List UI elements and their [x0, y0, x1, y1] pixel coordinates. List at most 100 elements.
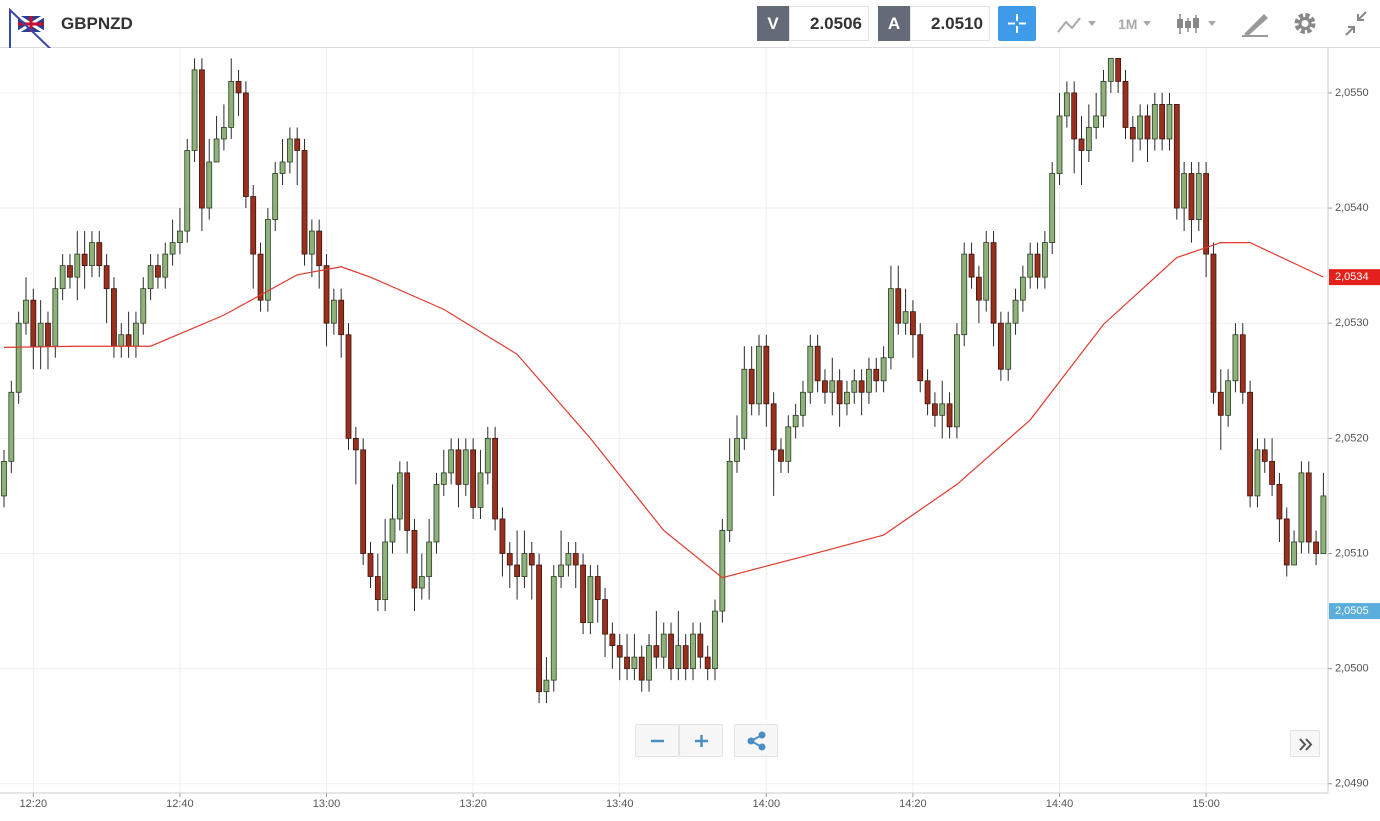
collapse-button[interactable] — [1340, 6, 1372, 41]
x-tick-label: 15:00 — [1192, 798, 1220, 810]
candle-body — [682, 645, 689, 670]
candle-body — [177, 230, 183, 243]
candle-body — [807, 345, 814, 393]
candle-body — [609, 633, 616, 647]
candle-body — [536, 564, 542, 693]
candle-body — [1107, 57, 1114, 82]
price-label-bg — [1329, 269, 1380, 286]
y-tick-label: 2,0520 — [1335, 432, 1369, 444]
draw-button[interactable] — [1238, 6, 1272, 41]
candle-body — [1093, 115, 1100, 128]
candle-body — [118, 334, 125, 347]
candle-body — [8, 391, 15, 462]
candle-body — [1144, 115, 1151, 140]
candle-body — [726, 460, 733, 531]
candle-body — [455, 449, 462, 485]
candle-body — [1129, 127, 1136, 140]
crosshair-button[interactable] — [998, 6, 1036, 41]
candle-body — [521, 553, 528, 577]
candle-body — [1203, 173, 1210, 255]
candle-body — [1166, 104, 1173, 140]
candle-body — [1247, 391, 1253, 497]
candle-body — [1019, 276, 1026, 301]
candle-body — [704, 656, 711, 670]
candle-body — [580, 564, 586, 623]
candle-body — [1063, 92, 1070, 117]
candle-body — [411, 530, 418, 589]
candle-body — [1283, 518, 1290, 566]
x-tick-label: 12:40 — [166, 798, 194, 810]
candle-body — [242, 92, 249, 197]
sell-price[interactable]: 2.0506 — [789, 6, 869, 41]
candle-body — [1151, 104, 1158, 140]
candle-body — [770, 403, 777, 451]
candle-body — [1210, 253, 1217, 393]
candle-body — [111, 288, 117, 347]
candle-body — [155, 265, 161, 278]
share-button[interactable] — [734, 724, 778, 757]
x-tick-label: 14:00 — [753, 798, 781, 810]
candle-body — [1188, 173, 1195, 220]
candle-body — [96, 242, 103, 267]
candle-body — [866, 368, 872, 393]
candle-body — [602, 599, 608, 635]
timeframe-caret[interactable] — [1140, 6, 1160, 41]
candle-body — [257, 253, 264, 301]
candle-body — [968, 253, 975, 278]
candle-body — [624, 656, 630, 670]
candle-body — [294, 138, 301, 151]
candle-body — [448, 449, 455, 474]
candle-body — [1232, 334, 1239, 382]
settings-button[interactable] — [1289, 6, 1321, 41]
candle-body — [983, 242, 990, 301]
candle-body — [961, 253, 968, 336]
candle-body — [360, 449, 367, 554]
candle-body — [572, 553, 579, 566]
candle-body — [199, 69, 205, 209]
candle-body — [162, 253, 169, 278]
candle-body — [1085, 127, 1092, 151]
candle-body — [374, 576, 381, 600]
sell-label[interactable]: V — [757, 6, 789, 41]
candle-body — [396, 472, 403, 520]
scroll-to-end-button[interactable] — [1290, 730, 1320, 757]
candle-body — [52, 288, 59, 347]
candle-body — [426, 541, 433, 577]
buy-label[interactable]: A — [878, 6, 910, 41]
timeframe[interactable]: 1M — [1118, 16, 1138, 32]
y-tick-label: 2,0540 — [1335, 202, 1369, 214]
candle-style-button[interactable] — [1170, 6, 1222, 41]
candle-body — [528, 553, 535, 566]
candle-body — [74, 253, 81, 278]
candle-body — [228, 80, 235, 128]
price-label-bg — [1329, 603, 1380, 620]
candle-body — [1005, 322, 1012, 370]
candle-body — [1239, 334, 1246, 393]
candle-body — [594, 576, 601, 600]
zoom-out-button[interactable] — [635, 724, 679, 757]
candle-body — [660, 633, 667, 658]
candle-body — [279, 161, 286, 174]
x-tick-label: 13:40 — [606, 798, 634, 810]
candle-body — [638, 656, 645, 681]
chart-type-button[interactable] — [1050, 6, 1100, 41]
candle-body — [616, 645, 623, 658]
candle-body — [792, 414, 799, 428]
candle-body — [433, 484, 440, 543]
candle-body — [301, 150, 308, 255]
zoom-in-button[interactable] — [679, 724, 723, 757]
toolbar: GBPNZD V 2.0506 A 2.0510 1M — [0, 0, 1380, 59]
candle-body — [785, 426, 792, 462]
candle-body — [675, 645, 682, 670]
candle-body — [1049, 173, 1056, 243]
y-tick-label: 2,0500 — [1335, 663, 1369, 675]
candle-body — [719, 530, 726, 612]
candle-body — [37, 322, 44, 347]
candle-body — [558, 564, 564, 577]
candle-body — [697, 633, 704, 658]
candle-body — [851, 380, 858, 393]
buy-price[interactable]: 2.0510 — [910, 6, 990, 41]
candle-body — [514, 564, 520, 577]
candle-body — [844, 391, 850, 405]
symbol: GBPNZD — [61, 14, 133, 33]
